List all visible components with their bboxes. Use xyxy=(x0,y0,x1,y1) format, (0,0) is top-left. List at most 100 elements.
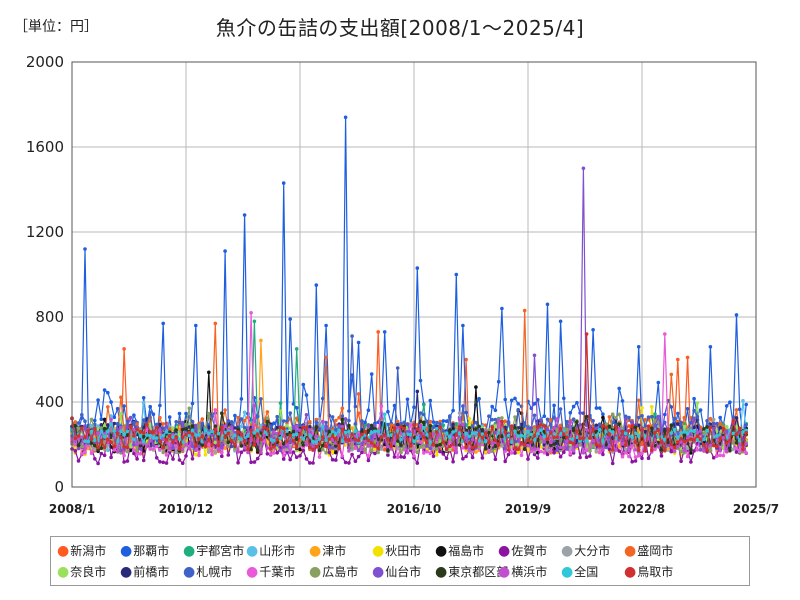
data-point xyxy=(106,448,110,453)
legend-item: ● 佐賀市 xyxy=(498,540,561,561)
data-point xyxy=(395,366,400,370)
data-point xyxy=(682,430,687,434)
data-point xyxy=(89,417,94,422)
data-point xyxy=(288,411,293,415)
data-point xyxy=(239,444,244,448)
data-point xyxy=(281,457,286,461)
data-point xyxy=(428,446,433,451)
data-point xyxy=(562,396,566,401)
data-point xyxy=(441,419,446,423)
data-point xyxy=(148,433,152,438)
data-point xyxy=(474,450,478,454)
data-point xyxy=(161,445,165,450)
data-point xyxy=(236,430,240,434)
data-point xyxy=(682,439,687,444)
legend-marker-icon: ● xyxy=(183,563,196,580)
data-point xyxy=(630,435,634,440)
data-point xyxy=(555,438,560,443)
data-point xyxy=(659,440,664,444)
data-point xyxy=(106,443,110,447)
data-point xyxy=(324,450,328,455)
data-point xyxy=(93,443,97,448)
data-point xyxy=(441,452,446,456)
data-point xyxy=(666,447,670,451)
data-point xyxy=(220,451,224,455)
data-point xyxy=(327,429,332,434)
data-point xyxy=(702,437,706,442)
data-point xyxy=(392,455,397,459)
data-point xyxy=(360,419,364,423)
y-tick-label: 800 xyxy=(35,308,64,326)
data-point xyxy=(112,448,117,452)
data-point xyxy=(392,438,397,443)
data-point xyxy=(698,448,703,452)
data-point xyxy=(96,427,100,431)
data-point xyxy=(158,415,162,420)
x-tick-label: 2022/8 xyxy=(619,502,665,516)
data-point xyxy=(532,447,537,451)
data-point xyxy=(135,442,139,447)
data-point xyxy=(304,393,309,397)
data-point xyxy=(698,437,703,442)
data-point xyxy=(294,424,299,429)
data-point xyxy=(213,408,218,412)
data-point xyxy=(395,429,400,433)
data-point xyxy=(89,429,94,434)
data-point xyxy=(451,422,455,427)
series-鳥取市 xyxy=(70,332,748,453)
data-point xyxy=(623,435,628,440)
data-point xyxy=(83,439,87,444)
data-point xyxy=(682,424,687,429)
data-point xyxy=(558,426,563,431)
data-point xyxy=(532,427,537,432)
data-point xyxy=(317,417,322,421)
data-point xyxy=(676,411,680,416)
legend: ● 新潟市 ● 那覇市 ● 宇都宮市 ● 山形市 ● 津市 ● 秋田市 ● 福島市 ● 佐賀市 ● 大分市 ● 盛岡市… xyxy=(50,536,750,586)
data-point xyxy=(513,446,517,450)
data-point xyxy=(536,447,540,452)
data-point xyxy=(281,442,286,446)
data-point xyxy=(366,438,371,443)
data-point xyxy=(291,425,296,429)
data-point xyxy=(731,431,735,436)
data-point xyxy=(513,451,517,455)
data-point xyxy=(513,429,517,434)
data-point xyxy=(252,431,257,435)
data-point xyxy=(467,437,472,441)
data-point xyxy=(425,449,429,454)
data-point xyxy=(207,437,211,442)
legend-item: ● 山形市 xyxy=(246,540,309,561)
data-point xyxy=(464,431,468,436)
x-tick-label: 2025/7 xyxy=(733,502,779,516)
legend-label: 大分市 xyxy=(574,544,611,558)
data-point xyxy=(106,429,110,434)
data-point xyxy=(363,448,367,453)
data-point xyxy=(184,432,188,437)
data-point xyxy=(617,436,621,440)
data-point xyxy=(330,450,335,455)
data-point xyxy=(167,415,172,419)
data-point xyxy=(490,449,495,454)
data-point xyxy=(581,451,586,455)
data-point xyxy=(640,442,644,447)
data-point xyxy=(623,417,628,422)
data-point xyxy=(438,425,442,430)
data-point xyxy=(386,422,390,427)
data-point xyxy=(125,445,130,450)
data-point xyxy=(308,461,312,465)
data-point xyxy=(210,452,214,457)
data-point xyxy=(373,439,377,443)
data-point xyxy=(493,444,498,449)
y-tick-label: 0 xyxy=(54,478,64,496)
data-point xyxy=(174,420,178,424)
data-point xyxy=(617,449,621,453)
data-point xyxy=(692,449,696,453)
data-point xyxy=(721,435,726,440)
data-point xyxy=(239,432,244,437)
data-point xyxy=(379,435,384,439)
plot-area-border xyxy=(71,61,757,488)
data-point xyxy=(128,415,133,420)
data-point xyxy=(216,447,221,452)
data-point xyxy=(281,181,286,185)
data-point xyxy=(656,428,661,433)
